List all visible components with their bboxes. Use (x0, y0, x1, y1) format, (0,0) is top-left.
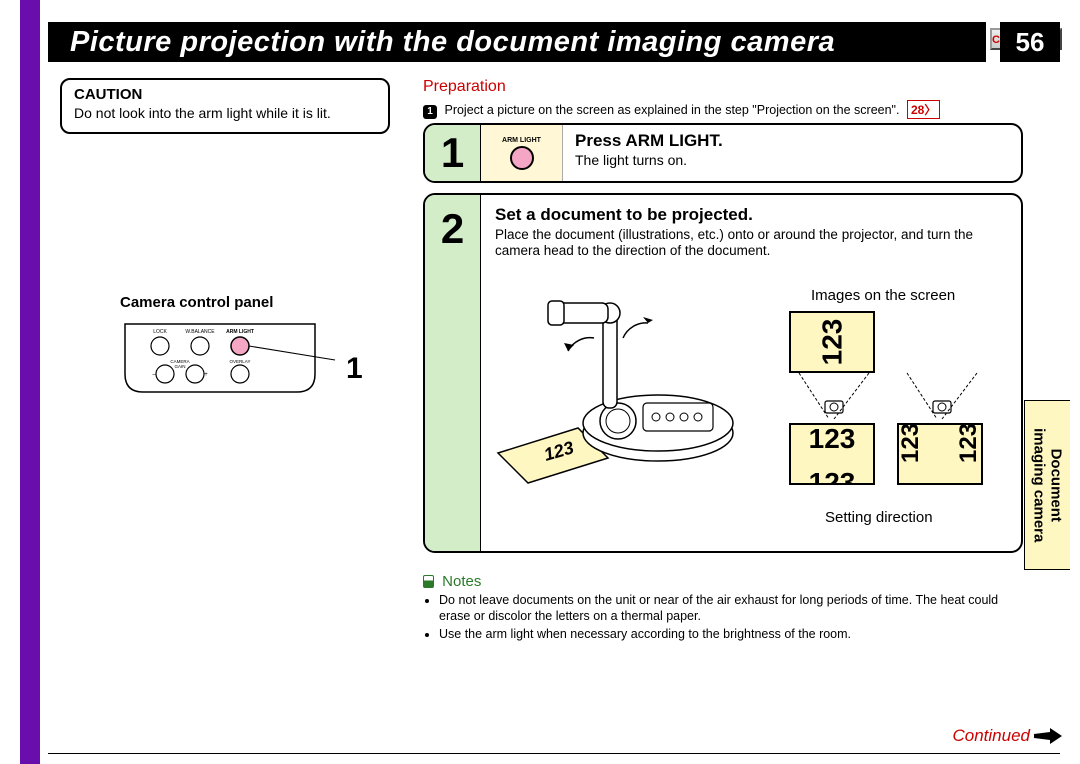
screen-bottom-left: 123 123 (789, 423, 875, 485)
continued-label: Continued (952, 726, 1030, 746)
screen-top-right: 123 (789, 311, 875, 373)
note-item: Use the arm light when necessary accordi… (439, 627, 1023, 643)
step-2-title: Set a document to be projected. (495, 205, 1007, 225)
projector-illustration: 123 (488, 293, 758, 493)
page-title: Picture projection with the document ima… (70, 26, 835, 59)
page-number: 56 (1000, 22, 1060, 62)
caution-title: CAUTION (74, 86, 376, 103)
step-1-number: 1 (425, 125, 481, 181)
images-on-screen-label: Images on the screen (811, 287, 955, 304)
notes-heading: Notes (423, 573, 481, 590)
setting-direction-label: Setting direction (825, 509, 933, 526)
step-2-number: 2 (425, 205, 480, 253)
preparation-heading: Preparation (423, 78, 506, 96)
svg-text:GAIN: GAIN (174, 364, 185, 369)
footer-rule (48, 753, 1060, 754)
camera-icon-right (927, 391, 957, 421)
step-2-number-col: 2 (425, 195, 481, 551)
step-2-desc: Place the document (illustrations, etc.)… (495, 227, 1007, 259)
notes-list: Do not leave documents on the unit or ne… (423, 593, 1023, 646)
prep-bullet-icon: 1 (423, 105, 437, 119)
camera-icon-left (819, 391, 849, 421)
notes-icon (423, 575, 434, 588)
arm-light-label: ARM LIGHT (502, 137, 541, 144)
svg-text:LOCK: LOCK (153, 329, 167, 335)
screen-bottom-right: 123 123 (897, 423, 983, 485)
projection-dashes (779, 371, 999, 431)
svg-text:OVERLAY: OVERLAY (230, 359, 251, 364)
control-panel-diagram: LOCK W.BALANCE ARM LIGHT CAMERA GAIN – +… (120, 314, 340, 404)
preparation-text: 1 Project a picture on the screen as exp… (423, 100, 1023, 119)
arm-light-button-icon (510, 146, 534, 170)
caution-text: Do not look into the arm light while it … (74, 105, 376, 121)
page-header: Picture projection with the document ima… (48, 22, 986, 62)
svg-text:+: + (204, 372, 208, 378)
step-1-desc: The light turns on. (575, 152, 1009, 168)
section-color-bar (20, 0, 40, 764)
panel-label: Camera control panel (120, 294, 273, 311)
step-1-button-illustration: ARM LIGHT (481, 125, 563, 181)
section-side-tab: Document imaging camera (1024, 400, 1070, 570)
prep-text-body: Project a picture on the screen as expla… (444, 103, 899, 117)
step-1-title: Press ARM LIGHT. (575, 131, 1009, 151)
step-1-box: 1 ARM LIGHT Press ARM LIGHT. The light t… (423, 123, 1023, 183)
page-ref-link[interactable]: 28〉 (907, 100, 940, 119)
panel-callout-number: 1 (346, 352, 363, 386)
continued-arrow-icon (1034, 728, 1062, 744)
svg-text:ARM LIGHT: ARM LIGHT (226, 329, 254, 335)
caution-box: CAUTION Do not look into the arm light w… (60, 78, 390, 134)
note-item: Do not leave documents on the unit or ne… (439, 593, 1023, 624)
svg-text:W.BALANCE: W.BALANCE (185, 329, 215, 335)
